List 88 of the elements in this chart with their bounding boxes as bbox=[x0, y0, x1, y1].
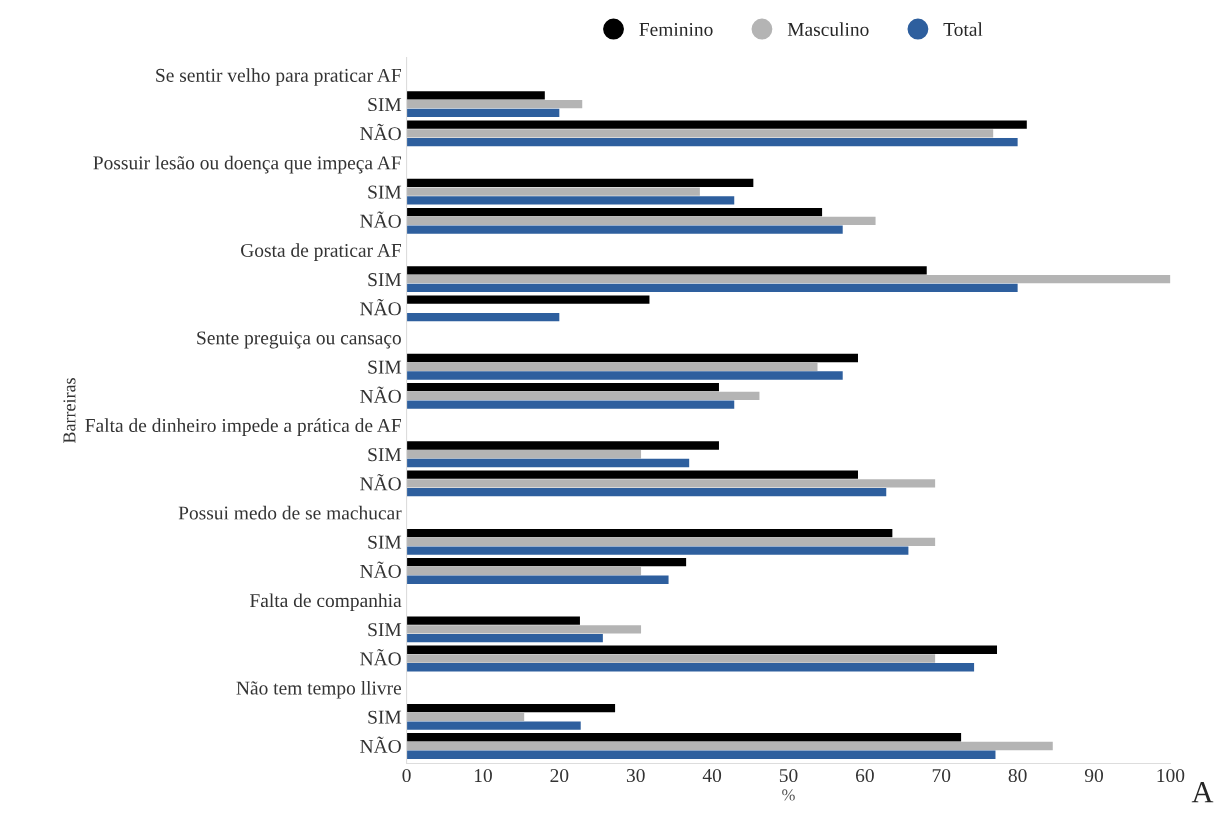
x-tick-label: 70 bbox=[932, 768, 951, 783]
legend-label: Masculino bbox=[787, 22, 869, 37]
x-axis-title: % bbox=[782, 789, 795, 801]
bar bbox=[406, 383, 719, 392]
bar bbox=[406, 733, 962, 742]
bar bbox=[406, 470, 858, 479]
x-tick-label: 40 bbox=[702, 768, 722, 783]
bar bbox=[406, 654, 936, 663]
bar bbox=[406, 645, 998, 654]
y-tick-label: NÃO bbox=[360, 561, 401, 578]
bar bbox=[406, 391, 760, 401]
bar bbox=[406, 400, 735, 409]
y-tick-label: SIM bbox=[368, 98, 402, 112]
bar bbox=[406, 663, 975, 672]
bar bbox=[406, 275, 1171, 284]
bar bbox=[406, 216, 876, 226]
bar bbox=[406, 703, 616, 713]
x-tick-label: 80 bbox=[1008, 768, 1027, 783]
y-tick-label: Se sentir velho para praticar AF bbox=[156, 68, 401, 86]
y-tick-label: SIM bbox=[368, 185, 402, 199]
bar bbox=[406, 546, 909, 555]
x-tick-label: 10 bbox=[474, 768, 492, 783]
y-tick-label: SIM bbox=[368, 710, 402, 724]
bar bbox=[406, 566, 642, 576]
y-tick-label: NÃO bbox=[360, 298, 401, 316]
bar bbox=[406, 479, 936, 488]
bar bbox=[406, 712, 525, 722]
bar bbox=[406, 362, 818, 371]
bar bbox=[406, 295, 650, 304]
bar bbox=[406, 137, 1018, 147]
y-axis-title: Barreiras bbox=[63, 378, 76, 444]
y-tick-label: NÃO bbox=[360, 649, 401, 666]
y-tick-label: SIM bbox=[368, 360, 402, 374]
y-tick-label: SIM bbox=[368, 535, 402, 549]
bar bbox=[406, 225, 843, 234]
y-tick-label: Possuir lesão ou doença que impeça AF bbox=[93, 155, 401, 174]
y-tick-label: SIM bbox=[368, 623, 402, 637]
bar bbox=[406, 458, 690, 468]
y-tick-label: Possui medo de se machucar bbox=[178, 505, 402, 520]
y-tick-label: Falta de dinheiro impede a prática de AF bbox=[85, 418, 401, 436]
x-tick-label: 0 bbox=[402, 768, 411, 783]
bar bbox=[406, 283, 1018, 293]
bar bbox=[406, 312, 560, 322]
legend-label: Total bbox=[943, 22, 983, 37]
bar bbox=[406, 750, 996, 759]
bar bbox=[406, 528, 893, 538]
bar bbox=[406, 178, 754, 188]
bar bbox=[406, 207, 823, 217]
x-tick-label: 60 bbox=[855, 768, 874, 783]
x-tick-label: 90 bbox=[1084, 768, 1103, 783]
bar bbox=[406, 633, 603, 643]
bar bbox=[406, 575, 669, 584]
bar bbox=[406, 450, 642, 459]
bar bbox=[406, 488, 887, 497]
text: A bbox=[1191, 782, 1214, 803]
bar bbox=[406, 616, 580, 625]
bar bbox=[406, 108, 560, 118]
y-tick-label: Sente preguiça ou cansaço bbox=[197, 331, 401, 349]
legend-label: Feminino bbox=[639, 22, 713, 37]
bar bbox=[406, 441, 719, 450]
bar bbox=[406, 196, 735, 205]
y-tick-label: Falta de companhia bbox=[249, 593, 402, 612]
y-tick-label: NÃO bbox=[360, 211, 401, 228]
x-tick-label: 50 bbox=[779, 768, 798, 783]
y-tick-label: Gosta de praticar AF bbox=[241, 243, 401, 261]
x-tick-label: 20 bbox=[550, 768, 569, 783]
y-tick-label: NÃO bbox=[360, 473, 401, 491]
bar bbox=[406, 741, 1053, 751]
y-tick-label: SIM bbox=[368, 448, 402, 462]
bar bbox=[406, 537, 936, 546]
bar bbox=[406, 371, 843, 380]
bar bbox=[406, 266, 927, 275]
y-tick-label: NÃO bbox=[360, 736, 401, 753]
x-tick-label: 30 bbox=[626, 768, 645, 783]
x-tick-label: 100 bbox=[1157, 768, 1185, 783]
bar bbox=[406, 129, 994, 138]
bar bbox=[406, 353, 858, 363]
bar bbox=[406, 187, 700, 196]
bar bbox=[406, 558, 687, 567]
y-tick-label: Não tem tempo llivre bbox=[236, 680, 402, 699]
bar bbox=[406, 91, 545, 100]
bar bbox=[406, 99, 583, 109]
bar bbox=[406, 120, 1027, 129]
y-tick-label: NÃO bbox=[360, 386, 401, 403]
y-tick-label: SIM bbox=[368, 273, 402, 287]
bar bbox=[406, 625, 642, 634]
y-tick-label: NÃO bbox=[360, 123, 401, 141]
bar bbox=[406, 721, 581, 730]
